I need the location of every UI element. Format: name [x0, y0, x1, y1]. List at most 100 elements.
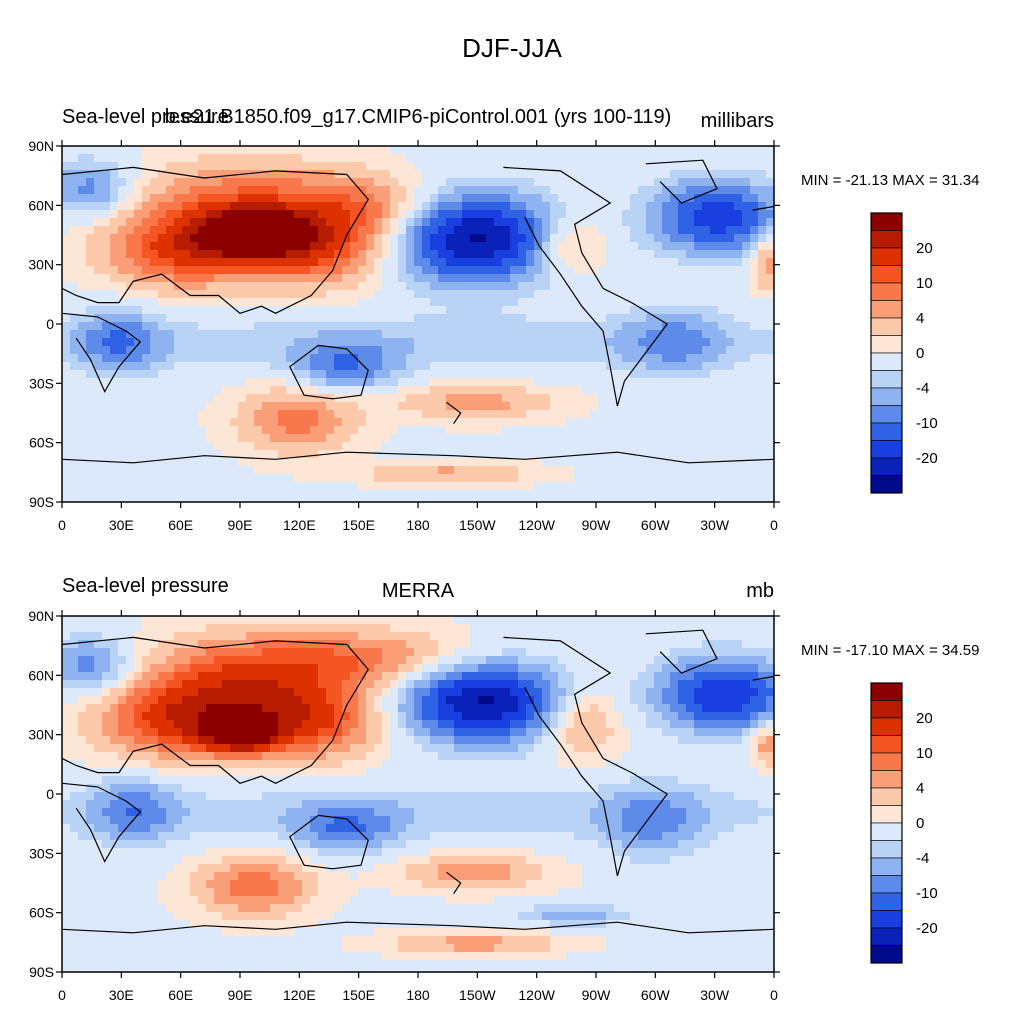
- colorbar-swatch: [870, 822, 903, 841]
- x-tick-label: 0: [770, 987, 778, 1003]
- colorbar-swatch: [870, 892, 903, 911]
- colorbar-label: 4: [916, 780, 924, 797]
- colorbar-swatch: [870, 212, 903, 231]
- x-tick-label: 180: [406, 987, 430, 1003]
- colorbar-swatch: [870, 787, 903, 806]
- colorbar-label: -4: [916, 380, 929, 397]
- colorbar-swatch: [870, 387, 903, 406]
- panel-units: mb: [746, 580, 774, 602]
- panel-model: Sea-level pressure b.e21.B1850.f09_g17.C…: [28, 106, 979, 533]
- pressure-field: [62, 616, 774, 972]
- figure-title: DJF-JJA: [462, 33, 562, 63]
- x-tick-label: 30E: [109, 987, 134, 1003]
- y-tick-label: 90N: [28, 138, 54, 154]
- panel-left-title: Sea-level pressure: [62, 575, 229, 597]
- colorbar-swatch: [870, 700, 903, 719]
- colorbar-swatch: [870, 405, 903, 424]
- x-tick-label: 120E: [283, 517, 316, 533]
- min-max-stats: MIN = -21.13 MAX = 31.34: [801, 172, 979, 189]
- coastlines: [62, 629, 774, 934]
- x-tick-label: 180: [406, 517, 430, 533]
- x-tick-label: 30W: [700, 517, 730, 533]
- x-ticks: 0 30E 60E 90E 120E 150E 180 150W 120W 90W 60W 30W 0: [58, 140, 778, 533]
- x-tick-label: 0: [58, 987, 66, 1003]
- x-tick-label: 150E: [342, 987, 375, 1003]
- colorbar-label: -10: [916, 885, 938, 902]
- colorbar-swatch: [870, 805, 903, 824]
- y-tick-label: 30S: [29, 375, 54, 391]
- colorbar-label: 10: [916, 745, 933, 762]
- y-tick-label: 60S: [29, 905, 54, 921]
- panel-units: millibars: [701, 110, 774, 132]
- x-tick-label: 90E: [228, 517, 253, 533]
- panel-left-title: Sea-level pressure: [62, 106, 229, 128]
- y-tick-label: 30N: [28, 257, 54, 273]
- y-tick-label: 60N: [28, 667, 54, 683]
- panel-merra: Sea-level pressure MERRA mb 90N 60N 30N 0 30…: [28, 575, 979, 1003]
- x-tick-label: 30E: [109, 517, 134, 533]
- x-tick-label: 120E: [283, 987, 316, 1003]
- x-tick-label: 90W: [582, 987, 612, 1003]
- colorbar-swatch: [870, 875, 903, 894]
- y-ticks: 90N 60N 30N 0 30S 60S 90S: [28, 608, 780, 980]
- x-tick-label: 120W: [518, 987, 555, 1003]
- pressure-field: [62, 146, 774, 502]
- x-tick-label: 120W: [518, 517, 555, 533]
- colorbar-swatch: [870, 910, 903, 929]
- colorbar-label: 20: [916, 710, 933, 727]
- y-tick-label: 60N: [28, 197, 54, 213]
- x-tick-label: 0: [58, 517, 66, 533]
- colorbar-swatch: [870, 857, 903, 876]
- colorbar-swatch: [870, 840, 903, 859]
- y-tick-label: 90N: [28, 608, 54, 624]
- colorbar-swatch: [870, 370, 903, 389]
- panel-center-title: b.e21.B1850.f09_g17.CMIP6-piControl.001 …: [165, 106, 672, 128]
- y-tick-label: 60S: [29, 435, 54, 451]
- y-tick-label: 0: [46, 316, 54, 332]
- colorbar-swatch: [870, 735, 903, 754]
- colorbar-label: -10: [916, 415, 938, 432]
- colorbar-swatch: [870, 717, 903, 736]
- x-tick-label: 60E: [168, 987, 193, 1003]
- x-tick-label: 60W: [641, 987, 671, 1003]
- x-tick-label: 30W: [700, 987, 730, 1003]
- colorbar-label: 10: [916, 275, 933, 292]
- x-ticks: 0 30E 60E 90E 120E 150E 180 150W 120W 90W 60W 30W 0: [58, 610, 778, 1003]
- colorbar-swatch: [870, 265, 903, 284]
- y-ticks: 90N 60N 30N 0 30S 60S 90S: [28, 138, 780, 510]
- x-tick-label: 150W: [459, 517, 496, 533]
- colorbar-label: -4: [916, 850, 929, 867]
- y-tick-label: 90S: [29, 964, 54, 980]
- x-tick-label: 90E: [228, 987, 253, 1003]
- colorbar-swatch: [870, 752, 903, 771]
- colorbar-swatch: [870, 457, 903, 476]
- colorbar: 20 10 4 0 -4 -10 -20: [870, 682, 938, 964]
- panel-center-title: MERRA: [382, 580, 455, 602]
- colorbar-swatch: [870, 682, 903, 701]
- x-tick-label: 150W: [459, 987, 496, 1003]
- colorbar-swatch: [870, 230, 903, 249]
- y-tick-label: 0: [46, 786, 54, 802]
- colorbar-swatch: [870, 247, 903, 266]
- x-tick-label: 60E: [168, 517, 193, 533]
- x-tick-label: 90W: [582, 517, 612, 533]
- colorbar-swatch: [870, 945, 903, 964]
- x-tick-label: 0: [770, 517, 778, 533]
- y-tick-label: 90S: [29, 494, 54, 510]
- colorbar-swatch: [870, 352, 903, 371]
- y-tick-label: 30N: [28, 727, 54, 743]
- colorbar-label: 20: [916, 240, 933, 257]
- colorbar-swatch: [870, 300, 903, 319]
- colorbar-swatch: [870, 422, 903, 441]
- colorbar-label: 0: [916, 345, 924, 362]
- colorbar-swatch: [870, 440, 903, 459]
- min-max-stats: MIN = -17.10 MAX = 34.59: [801, 642, 979, 659]
- y-tick-label: 30S: [29, 845, 54, 861]
- colorbar-label: 0: [916, 815, 924, 832]
- colorbar-swatch: [870, 927, 903, 946]
- coastlines: [62, 159, 774, 464]
- colorbar-swatch: [870, 335, 903, 354]
- colorbar-swatch: [870, 770, 903, 789]
- colorbar-label: -20: [916, 920, 938, 937]
